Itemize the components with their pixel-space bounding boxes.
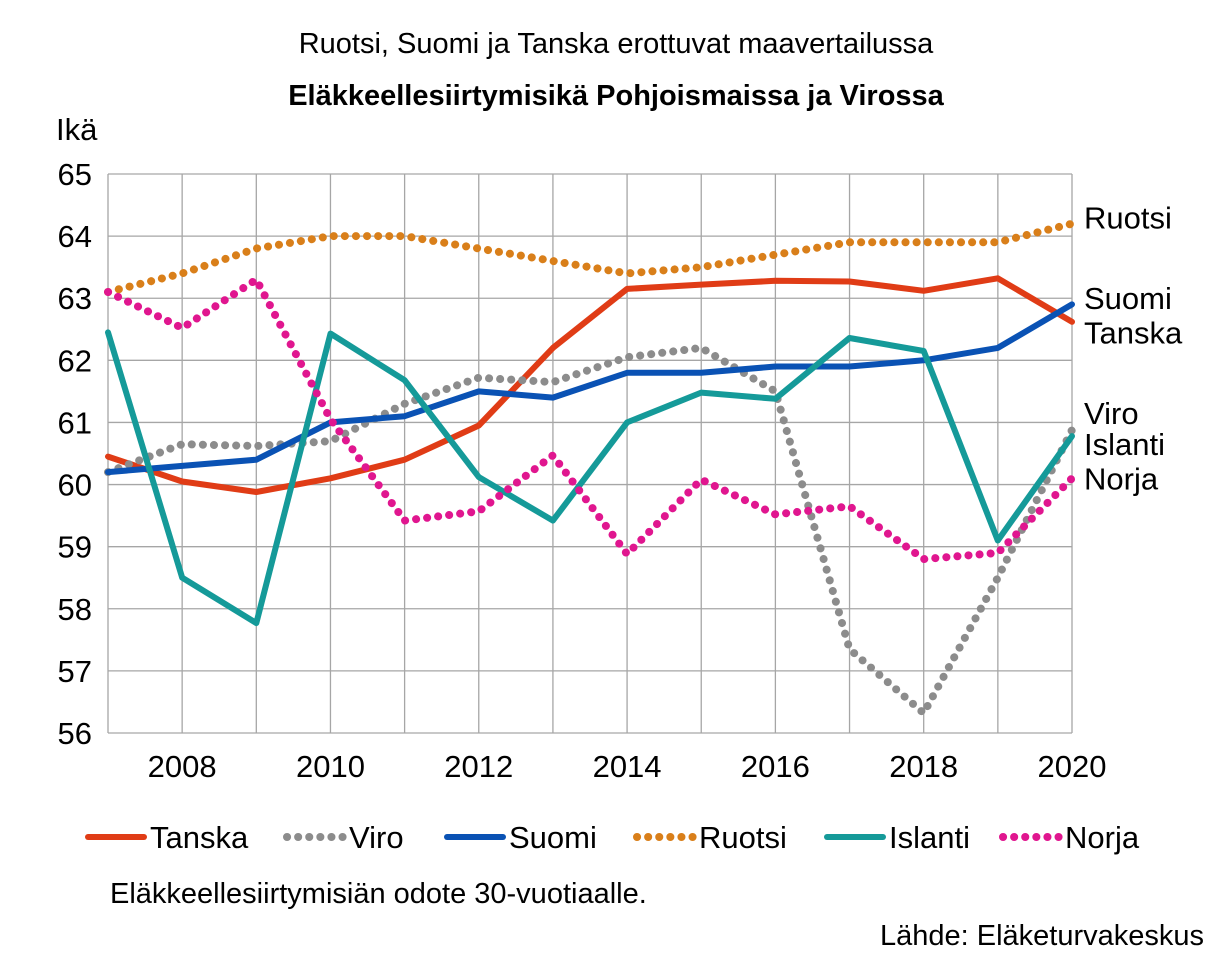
series-line-suomi (105, 301, 1075, 476)
end-label: Suomi (1084, 281, 1172, 316)
y-tick-label: 62 (58, 343, 92, 378)
x-tick-label: 2020 (1038, 749, 1107, 784)
legend-label-suomi: Suomi (509, 820, 597, 855)
x-tick-label: 2018 (889, 749, 958, 784)
y-tick-label: 57 (58, 654, 92, 689)
axes: 56 57 58 59 60 61 62 63 64 65 2008 2010 2012 2014 2016… (56, 112, 1106, 784)
y-tick-label: 64 (58, 219, 92, 254)
legend-label-tanska: Tanska (150, 820, 249, 855)
x-tick-label: 2008 (148, 749, 217, 784)
x-tick-label: 2014 (593, 749, 662, 784)
end-label: Viro (1084, 396, 1139, 431)
chart-subtitle: Ruotsi, Suomi ja Tanska erottuvat maaver… (298, 28, 934, 60)
grid-lines (107, 173, 1073, 734)
series-lines (104, 219, 1076, 718)
legend: Tanska Viro Suomi Ruotsi Islanti Norja (85, 820, 1140, 855)
series-line-ruotsi (104, 219, 1076, 296)
legend-label-viro: Viro (349, 820, 404, 855)
y-axis-label: Ikä (56, 112, 98, 147)
y-tick-label: 65 (58, 157, 92, 192)
y-tick-label: 60 (58, 468, 92, 503)
y-tick-label: 59 (58, 530, 92, 565)
x-tick-label: 2012 (444, 749, 513, 784)
y-tick-label: 61 (58, 405, 92, 440)
series-line-norja (104, 275, 1076, 564)
source-note: Lähde: Eläketurvakeskus (879, 920, 1204, 952)
chart-title: Eläkkeellesiirtymisikä Pohjoismaissa ja … (288, 80, 944, 112)
series-line-tanska (105, 275, 1075, 495)
y-tick-label: 58 (58, 592, 92, 627)
footnote: Eläkkeellesiirtymisiän odote 30-vuotiaal… (110, 878, 647, 910)
end-label: Islanti (1084, 427, 1165, 462)
x-tick-label: 2016 (741, 749, 810, 784)
x-tick-label: 2010 (296, 749, 365, 784)
y-tick-label: 56 (58, 716, 92, 751)
end-label: Tanska (1084, 315, 1183, 350)
series-line-viro (104, 343, 1076, 718)
series-line-islanti (105, 329, 1075, 627)
legend-label-islanti: Islanti (889, 820, 970, 855)
end-label: Norja (1084, 461, 1159, 496)
legend-label-ruotsi: Ruotsi (699, 820, 787, 855)
y-tick-label: 63 (58, 281, 92, 316)
end-label: Ruotsi (1084, 200, 1172, 235)
legend-label-norja: Norja (1065, 820, 1140, 855)
